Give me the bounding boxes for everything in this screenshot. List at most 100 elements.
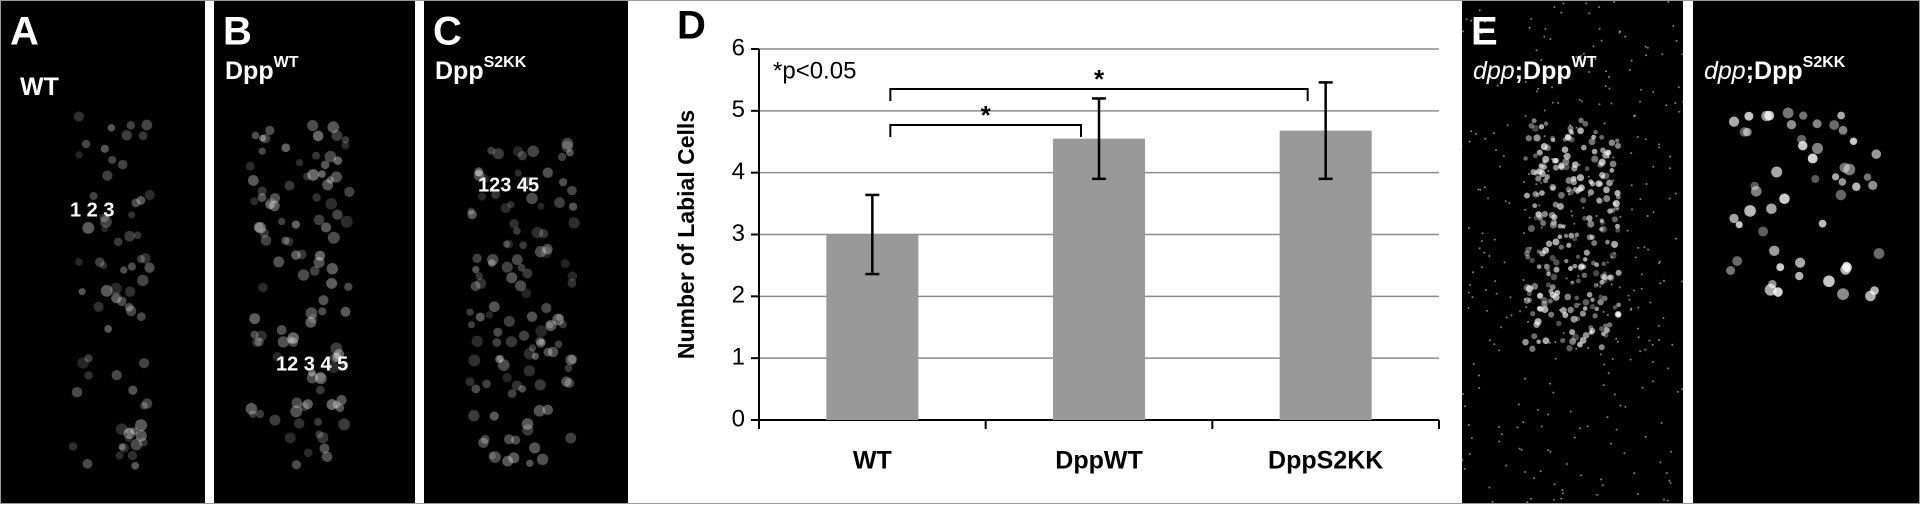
background-speck	[1502, 155, 1505, 158]
background-speck	[1522, 421, 1525, 424]
cell-nucleus	[1750, 185, 1762, 197]
background-speck	[1637, 327, 1640, 330]
cell-nucleus	[559, 178, 568, 187]
y-tick-label: 6	[732, 34, 745, 61]
cell-nucleus	[1599, 279, 1605, 285]
cell-nucleus	[308, 314, 318, 324]
cell-nucleus	[1568, 232, 1575, 239]
background-speck	[1598, 103, 1601, 106]
cell-nucleus	[138, 131, 148, 141]
cell-nucleus	[108, 155, 117, 164]
cell-nucleus	[539, 338, 547, 346]
background-speck	[1470, 130, 1473, 133]
background-speck	[1549, 382, 1552, 385]
cell-nucleus	[247, 175, 259, 186]
cell-nucleus	[344, 282, 353, 292]
cell-nucleus	[1581, 272, 1588, 279]
cell-nucleus	[540, 246, 552, 258]
cell-nucleus	[1542, 160, 1547, 165]
cell-nucleus	[1600, 331, 1606, 337]
cell-nucleus	[332, 352, 342, 363]
label-italic: dpp	[1473, 57, 1515, 85]
cell-nucleus	[1548, 288, 1554, 294]
cell-nucleus	[467, 207, 475, 215]
cell-nucleus	[1768, 280, 1777, 289]
background-speck	[1535, 49, 1538, 52]
cell-nucleus	[249, 313, 261, 325]
background-speck	[1575, 347, 1578, 350]
cell-nucleus	[1786, 119, 1797, 130]
label-text: Dpp	[435, 57, 484, 85]
cell-nucleus	[474, 167, 484, 177]
cell-nucleus	[491, 190, 501, 200]
cell-nucleus	[82, 221, 95, 234]
cell-nucleus	[71, 386, 83, 398]
background-speck	[1562, 2, 1565, 5]
background-speck	[1540, 172, 1543, 175]
cell-nucleus	[1582, 215, 1587, 221]
cell-nucleus	[1537, 213, 1543, 220]
background-speck	[1628, 69, 1631, 72]
cell-nucleus	[291, 460, 302, 470]
cell-nucleus	[515, 280, 526, 292]
background-speck	[1465, 18, 1468, 21]
background-speck	[1610, 283, 1613, 286]
cell-nucleus	[1533, 153, 1538, 159]
cell-nucleus	[507, 389, 517, 398]
cell-nucleus	[1615, 227, 1621, 233]
cell-nucleus	[110, 292, 122, 304]
background-speck	[1483, 251, 1486, 254]
cell-nucleus	[1549, 183, 1557, 191]
cell-nucleus	[324, 150, 337, 163]
background-speck	[1565, 277, 1568, 280]
cell-nucleus	[1744, 111, 1754, 121]
cell-nucleus	[297, 269, 310, 281]
cell-nucleus	[290, 405, 303, 418]
cell-nucleus	[1538, 124, 1545, 130]
background-speck	[1505, 464, 1508, 467]
cell-nucleus	[127, 450, 138, 461]
cell-nucleus	[503, 315, 515, 327]
cell-nucleus	[259, 134, 267, 142]
background-speck	[1613, 1, 1616, 4]
background-speck	[1578, 163, 1581, 166]
background-speck	[1462, 30, 1465, 33]
background-speck	[1562, 331, 1565, 334]
cell-nucleus	[321, 451, 333, 462]
background-speck	[1630, 309, 1633, 312]
background-speck	[1575, 56, 1578, 59]
background-speck	[1524, 298, 1527, 301]
panel-letter: B	[223, 10, 252, 54]
cell-nucleus	[557, 152, 567, 162]
cell-nucleus	[475, 272, 484, 280]
cell-nucleus	[95, 257, 105, 267]
background-speck	[1606, 313, 1609, 316]
background-speck	[1599, 353, 1602, 356]
cell-nucleus	[1798, 140, 1808, 151]
cell-nucleus	[519, 241, 527, 250]
background-speck	[1524, 208, 1527, 211]
background-speck	[1481, 232, 1484, 235]
cell-nucleus	[89, 191, 98, 200]
cell-nucleus	[1558, 191, 1565, 199]
background-speck	[1670, 450, 1673, 453]
background-speck	[1491, 500, 1494, 503]
cell-nucleus	[303, 172, 312, 181]
background-speck	[1681, 388, 1684, 391]
background-speck	[1467, 307, 1470, 310]
background-speck	[1648, 339, 1651, 342]
background-speck	[1547, 169, 1550, 172]
cell-nucleus	[281, 143, 291, 153]
y-tick-label: 5	[732, 96, 745, 123]
cell-nucleus	[1761, 110, 1772, 122]
cell-nucleus	[1533, 321, 1540, 328]
panel-letter: A	[10, 10, 39, 54]
background-speck	[1571, 214, 1574, 217]
cell-nucleus	[1843, 163, 1856, 176]
background-speck	[1470, 19, 1473, 22]
cell-nucleus	[1831, 173, 1840, 181]
cell-nucleus	[1566, 242, 1572, 248]
background-speck	[1478, 374, 1481, 377]
cell-nucleus	[488, 451, 496, 460]
